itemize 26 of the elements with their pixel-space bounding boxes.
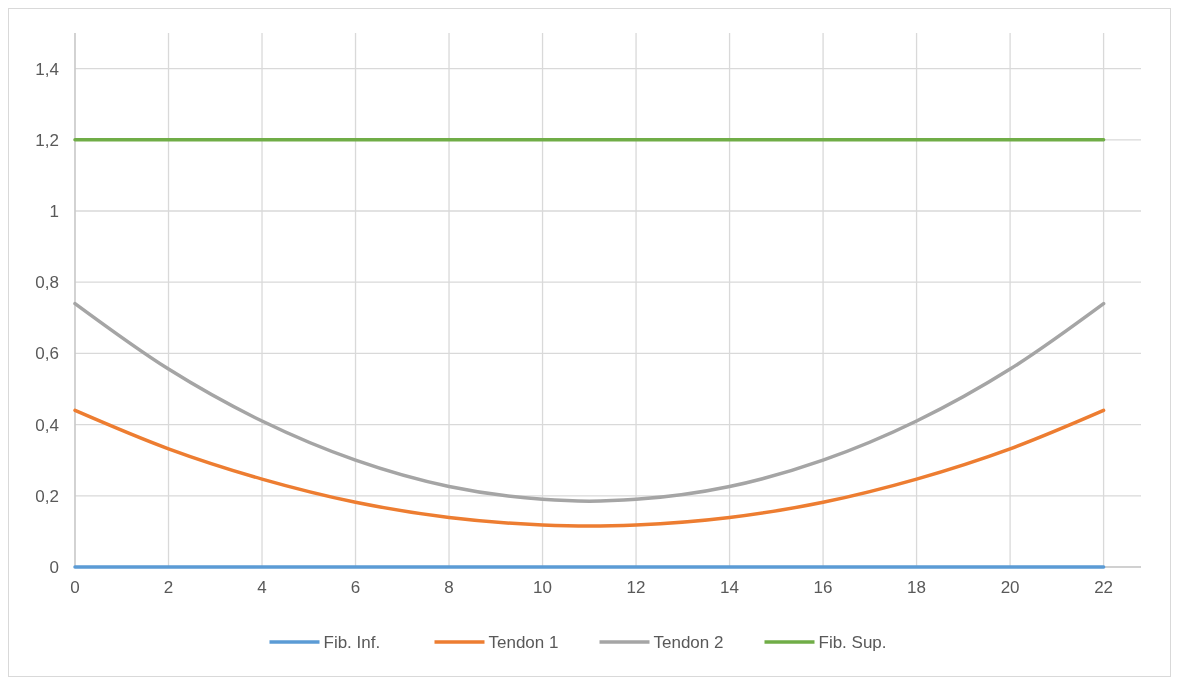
legend-label: Fib. Inf. bbox=[323, 633, 381, 652]
y-tick-label: 0,2 bbox=[35, 486, 59, 506]
legend-label: Tendon 2 bbox=[653, 633, 724, 652]
x-tick-label: 8 bbox=[444, 578, 454, 597]
x-tick-label: 2 bbox=[163, 578, 174, 597]
x-tick-label: 22 bbox=[1094, 578, 1114, 597]
y-tick-label: 0,8 bbox=[35, 273, 59, 293]
y-tick-label: 1 bbox=[49, 202, 59, 221]
y-tick-label: 1,2 bbox=[35, 130, 59, 150]
x-tick-label: 12 bbox=[626, 578, 646, 597]
legend-label: Fib. Sup. bbox=[818, 633, 887, 652]
y-tick-label: 0,6 bbox=[35, 344, 59, 364]
x-tick-label: 10 bbox=[533, 578, 552, 597]
x-tick-label: 14 bbox=[720, 578, 740, 597]
legend-label: Tendon 1 bbox=[488, 633, 559, 652]
x-tick-label: 0 bbox=[70, 578, 80, 597]
x-tick-label: 4 bbox=[257, 578, 267, 597]
x-tick-label: 6 bbox=[350, 578, 361, 597]
x-tick-label: 16 bbox=[813, 578, 833, 597]
line-series bbox=[73, 301, 1106, 503]
x-tick-label: 20 bbox=[1000, 578, 1020, 597]
y-tick-label: 0 bbox=[49, 558, 59, 577]
line-series bbox=[73, 408, 1106, 528]
y-tick-label: 0,4 bbox=[35, 415, 59, 435]
x-tick-label: 18 bbox=[907, 578, 927, 597]
y-tick-label: 1,4 bbox=[35, 59, 59, 79]
